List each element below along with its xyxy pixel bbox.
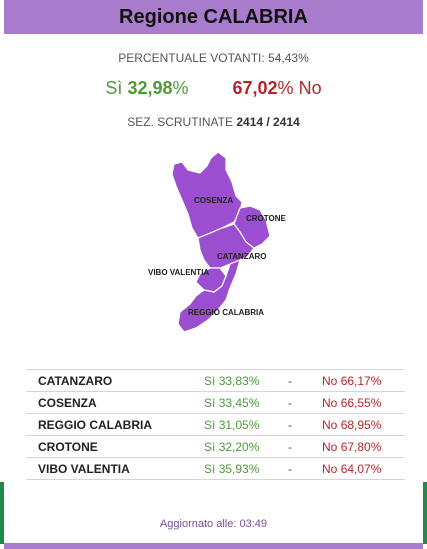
updated-time: 03:49 xyxy=(239,518,268,530)
province-no: No 67,80% xyxy=(322,435,405,458)
footer-accent-bar xyxy=(4,543,423,549)
region-card: Regione CALABRIA PERCENTUALE VOTANTI: 54… xyxy=(4,0,423,549)
region-map: COSENZA CROTONE CATANZARO VIBO VALENTIA … xyxy=(4,140,423,340)
province-name: COSENZA xyxy=(26,391,204,414)
province-separator: - xyxy=(288,391,322,414)
province-name: CATANZARO xyxy=(26,369,204,392)
table-row: COSENZA Sì 33,45% - No 66,55% xyxy=(26,391,405,414)
province-yes: Sì 35,93% xyxy=(204,457,288,480)
map-label-reggio-calabria: REGGIO CALABRIA xyxy=(188,308,264,317)
no-label: No xyxy=(298,78,322,98)
yes-label: Sì xyxy=(105,78,123,98)
province-results-table: CATANZARO Sì 33,83% - No 66,17% COSENZA … xyxy=(26,369,405,480)
sections-label: SEZ. SCRUTINATE xyxy=(127,115,234,129)
province-reggio-calabria xyxy=(177,259,241,333)
map-label-vibo-valentia: VIBO VALENTIA xyxy=(148,268,210,277)
province-yes: Sì 33,83% xyxy=(204,369,288,392)
sections-value: 2414 / 2414 xyxy=(236,115,300,129)
no-unit: % xyxy=(277,78,294,98)
province-yes: Sì 33,45% xyxy=(204,391,288,414)
turnout-label: PERCENTUALE VOTANTI: xyxy=(118,51,265,65)
province-separator: - xyxy=(288,435,322,458)
province-no: No 68,95% xyxy=(322,413,405,436)
province-cosenza xyxy=(171,151,243,239)
turnout-value: 54,43% xyxy=(268,51,309,65)
map-label-catanzaro: CATANZARO xyxy=(217,252,267,261)
left-accent-bar xyxy=(0,482,6,544)
no-result: 67,02% No xyxy=(233,78,322,99)
right-accent-bar xyxy=(421,482,427,544)
province-catanzaro xyxy=(197,223,255,269)
updated-label: Aggiornato alle: xyxy=(159,518,237,530)
province-separator: - xyxy=(288,369,322,392)
table-row: REGGIO CALABRIA Sì 31,05% - No 68,95% xyxy=(26,413,405,436)
region-title: Regione CALABRIA xyxy=(119,5,308,28)
province-separator: - xyxy=(288,413,322,436)
province-name: VIBO VALENTIA xyxy=(26,457,204,480)
table-row: CROTONE Sì 32,20% - No 67,80% xyxy=(26,435,405,458)
turnout-line: PERCENTUALE VOTANTI: 54,43% xyxy=(4,51,423,65)
table-row: CATANZARO Sì 33,83% - No 66,17% xyxy=(26,369,405,392)
yes-result: Sì 32,98% xyxy=(105,78,188,99)
overall-result: Sì 32,98% 67,02% No xyxy=(4,78,423,99)
sections-counted: SEZ. SCRUTINATE 2414 / 2414 xyxy=(4,115,423,129)
yes-value: 32,98 xyxy=(127,78,173,98)
province-no: No 66,17% xyxy=(322,369,405,392)
yes-unit: % xyxy=(172,78,189,98)
province-yes: Sì 31,05% xyxy=(204,413,288,436)
map-label-cosenza: COSENZA xyxy=(194,196,234,205)
region-header: Regione CALABRIA xyxy=(4,0,423,34)
province-separator: - xyxy=(288,457,322,480)
calabria-map-svg xyxy=(171,151,271,333)
map-label-crotone: CROTONE xyxy=(246,214,286,223)
no-value: 67,02 xyxy=(232,78,278,98)
province-yes: Sì 32,20% xyxy=(204,435,288,458)
last-updated: Aggiornato alle: 03:49 xyxy=(4,518,423,530)
province-no: No 64,07% xyxy=(322,457,405,480)
province-name: CROTONE xyxy=(26,435,204,458)
province-no: No 66,55% xyxy=(322,391,405,414)
table-row: VIBO VALENTIA Sì 35,93% - No 64,07% xyxy=(26,457,405,480)
province-name: REGGIO CALABRIA xyxy=(26,413,204,436)
